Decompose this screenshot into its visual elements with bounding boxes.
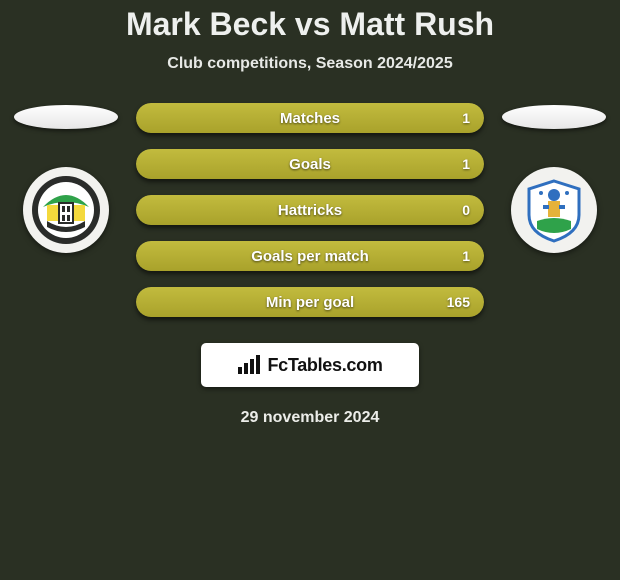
left-player-avatar [14, 105, 118, 129]
right-club-badge [511, 167, 597, 253]
stat-right-value: 1 [462, 149, 470, 179]
date-text: 29 november 2024 [0, 409, 620, 427]
stat-row-min-per-goal: Min per goal 165 [136, 287, 484, 317]
left-club-badge [23, 167, 109, 253]
stat-fill [136, 195, 484, 225]
stat-right-value: 1 [462, 241, 470, 271]
stat-row-goals: Goals 1 [136, 149, 484, 179]
solihull-moors-badge-icon [31, 175, 101, 245]
comparison-row: Matches 1 Goals 1 Hattricks 0 Goals per … [0, 103, 620, 317]
brand-text: FcTables.com [267, 355, 382, 376]
right-player-avatar [502, 105, 606, 129]
stat-fill [136, 103, 484, 133]
brand-link[interactable]: FcTables.com [201, 343, 419, 387]
stat-right-value: 0 [462, 195, 470, 225]
stat-row-hattricks: Hattricks 0 [136, 195, 484, 225]
stat-row-matches: Matches 1 [136, 103, 484, 133]
right-player-col [494, 103, 614, 253]
left-player-col [6, 103, 126, 253]
stat-fill [136, 149, 484, 179]
stat-row-goals-per-match: Goals per match 1 [136, 241, 484, 271]
page-title: Mark Beck vs Matt Rush [0, 6, 620, 43]
sutton-united-badge-icon [519, 175, 589, 245]
stat-fill [136, 287, 484, 317]
bar-chart-icon [237, 355, 261, 375]
stat-fill [136, 241, 484, 271]
stat-right-value: 165 [447, 287, 470, 317]
stats-list: Matches 1 Goals 1 Hattricks 0 Goals per … [136, 103, 484, 317]
subtitle: Club competitions, Season 2024/2025 [0, 55, 620, 73]
stat-right-value: 1 [462, 103, 470, 133]
